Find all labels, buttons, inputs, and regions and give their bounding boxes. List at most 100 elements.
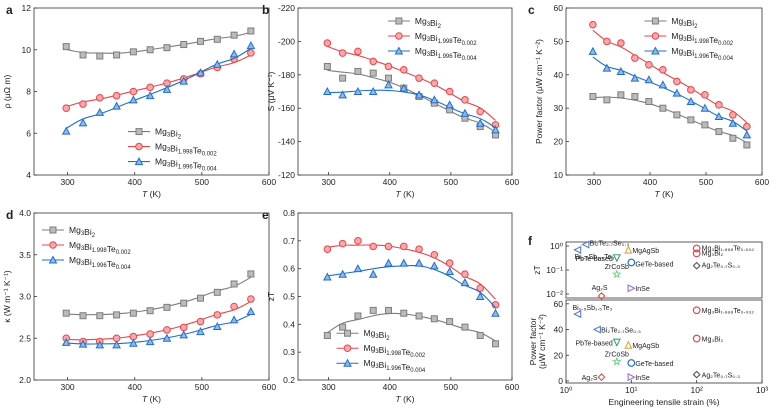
scatter-point — [612, 254, 621, 263]
data-point — [78, 339, 88, 348]
x-tick-label: 500 — [195, 382, 209, 392]
data-point — [491, 308, 500, 317]
data-point — [461, 270, 469, 279]
data-point — [399, 65, 408, 74]
data-point — [475, 291, 485, 300]
legend-marker — [343, 344, 352, 353]
x-tick-label: 10⁰ — [560, 385, 573, 395]
y-tick-label: 4 — [26, 170, 31, 180]
data-point — [212, 322, 222, 331]
data-point — [112, 101, 121, 110]
point-label: Mg₃Bi₁.₉₉₈Te₀.₀₀₂ — [702, 308, 755, 315]
y-tick-label: 2.0 — [19, 375, 31, 385]
chart-panel-e: 300 400 500 600 0.2 0.3 0.4 0.5 0.6 0.7 0.8 T (K) zT… — [266, 208, 519, 404]
fit-line-0 — [66, 31, 252, 54]
x-tick-label: 300 — [321, 382, 335, 392]
x-tick-label: 600 — [262, 177, 276, 187]
point-label: Ag₂S — [592, 285, 608, 292]
data-point — [146, 307, 154, 315]
data-point — [129, 95, 138, 104]
data-point — [673, 111, 681, 119]
scatter-point — [692, 334, 701, 343]
data-point — [247, 27, 255, 35]
legend-marker — [395, 32, 403, 40]
y-axis-label: κ (W m⁻¹ K⁻¹) — [2, 270, 12, 323]
data-point — [430, 95, 439, 104]
data-point — [62, 43, 70, 51]
data-point — [323, 39, 332, 47]
legend-label: Mg3Bi2 — [69, 225, 96, 239]
data-point — [95, 107, 105, 116]
y-axis-label: zT — [266, 292, 276, 301]
data-point — [247, 295, 255, 303]
legend-label: Mg3Bi2 — [415, 16, 442, 30]
data-point — [197, 294, 205, 302]
data-point — [323, 86, 332, 95]
y-axis-label: S (μV K⁻¹) — [266, 72, 276, 112]
y-tick-label: -140 — [278, 137, 295, 147]
data-point — [96, 52, 104, 60]
data-point — [368, 269, 378, 278]
legend-marker — [343, 358, 352, 367]
data-point — [743, 122, 751, 131]
y-tick-label: 60 — [554, 3, 564, 13]
panel-label-a: a — [6, 3, 13, 17]
data-point — [369, 242, 378, 251]
data-point — [180, 299, 188, 307]
y-tick-label: 2.5 — [19, 333, 31, 343]
fit-line-0 — [66, 276, 252, 316]
x-tick-label: 600 — [262, 382, 276, 392]
point-label: GeTe-based — [635, 361, 673, 368]
data-point — [603, 37, 611, 46]
fit-line-2 — [65, 47, 252, 129]
data-point — [686, 96, 696, 106]
data-point — [196, 317, 205, 326]
data-point — [323, 272, 332, 281]
data-point — [415, 74, 423, 82]
data-point — [700, 103, 710, 112]
x-tick-label: 400 — [383, 382, 397, 392]
scatter-point — [592, 325, 601, 334]
x-tick-label: 400 — [643, 177, 657, 187]
data-point — [476, 284, 485, 292]
data-point — [247, 49, 255, 57]
point-label: Bi₂Te₂.₇Se₀.₃ — [590, 240, 630, 247]
data-point — [460, 278, 470, 287]
data-point — [162, 84, 172, 93]
data-point — [246, 41, 256, 50]
y-tick-label: -160 — [278, 103, 295, 113]
panel-label-f: f — [528, 234, 533, 248]
y-tick-label: 0.5 — [283, 292, 295, 302]
legend-label: Mg3Bi2 — [671, 16, 698, 30]
scatter-point — [597, 292, 606, 300]
data-point — [368, 86, 378, 95]
data-point — [603, 96, 611, 104]
fit-line-2 — [327, 265, 496, 309]
scatter-point — [612, 338, 621, 347]
scatter-point — [627, 284, 636, 293]
y-tick-label: 10 — [554, 170, 564, 180]
data-point — [687, 116, 695, 124]
plot-frame — [565, 7, 763, 176]
legend-label: Mg3Bi2 — [155, 127, 182, 141]
x-tick-label: 10² — [691, 385, 703, 395]
y-tick-label: 0.3 — [283, 347, 295, 357]
data-point — [445, 259, 454, 267]
data-point — [323, 245, 332, 253]
y-axis-label-bottom-units: (μW cm⁻¹ K⁻²) — [537, 314, 547, 369]
fit-line-2 — [592, 56, 748, 132]
point-label: Ag₂Te₀.₇S₀.₃ — [702, 373, 740, 380]
y-axis-label: ρ (μΩ m) — [2, 75, 12, 109]
data-point — [460, 108, 470, 117]
data-point — [743, 141, 751, 149]
data-point — [113, 311, 121, 319]
data-point — [146, 46, 154, 54]
scatter-point — [573, 245, 582, 254]
point-label: MgAgSb — [632, 248, 659, 255]
scatter-point — [692, 249, 701, 258]
data-point — [414, 258, 424, 267]
data-point — [323, 62, 331, 70]
data-point — [96, 93, 104, 102]
data-point — [246, 306, 256, 316]
